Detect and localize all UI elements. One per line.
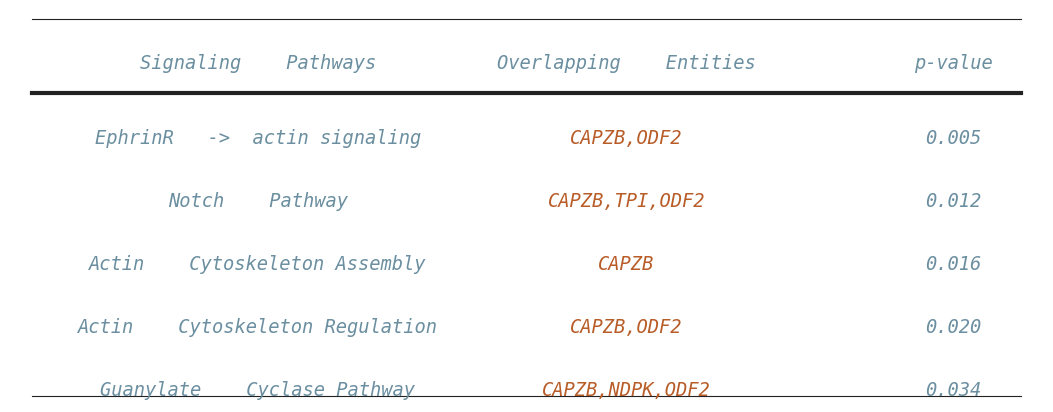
Text: CAPZB,ODF2: CAPZB,ODF2 (571, 129, 682, 147)
Text: Notch    Pathway: Notch Pathway (168, 192, 347, 211)
Text: Actin    Cytoskeleton Regulation: Actin Cytoskeleton Regulation (78, 318, 438, 337)
Text: 0.034: 0.034 (925, 381, 981, 400)
Text: Actin    Cytoskeleton Assembly: Actin Cytoskeleton Assembly (90, 255, 426, 274)
Text: CAPZB,NDPK,ODF2: CAPZB,NDPK,ODF2 (542, 381, 711, 400)
Text: EphrinR   ->  actin signaling: EphrinR -> actin signaling (95, 129, 421, 147)
Text: p-value: p-value (914, 54, 992, 73)
Text: CAPZB,ODF2: CAPZB,ODF2 (571, 318, 682, 337)
Text: Signaling    Pathways: Signaling Pathways (140, 54, 376, 73)
Text: Overlapping    Entities: Overlapping Entities (497, 54, 756, 73)
Text: Guanylate    Cyclase Pathway: Guanylate Cyclase Pathway (100, 381, 416, 400)
Text: 0.016: 0.016 (925, 255, 981, 274)
Text: 0.005: 0.005 (925, 129, 981, 147)
Text: 0.012: 0.012 (925, 192, 981, 211)
Text: CAPZB: CAPZB (598, 255, 655, 274)
Text: 0.020: 0.020 (925, 318, 981, 337)
Text: CAPZB,TPI,ODF2: CAPZB,TPI,ODF2 (548, 192, 706, 211)
